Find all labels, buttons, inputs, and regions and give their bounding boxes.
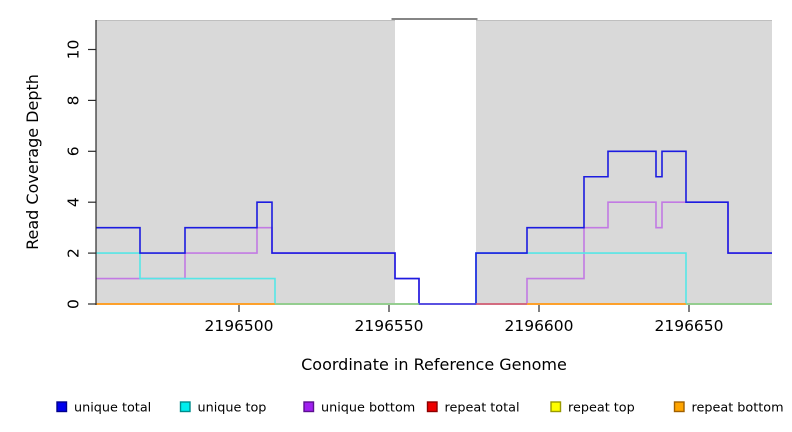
legend-label: repeat total: [445, 401, 520, 416]
axes: 0 2 4 6 8 10 2196500 2196550 2196600 2196650: [65, 20, 724, 335]
shaded-region: [476, 20, 772, 304]
y-tick-label: 6: [65, 146, 83, 156]
legend-swatch: [303, 401, 315, 413]
legend-swatch: [550, 401, 562, 413]
legend-item-unique-top: unique top: [179, 401, 267, 416]
x-tick-label: 2196600: [504, 317, 573, 335]
legend-swatch: [56, 401, 68, 413]
x-tick-label: 2196650: [654, 317, 723, 335]
shaded-background: [96, 18, 772, 304]
legend: unique total unique top unique bottom repea…: [56, 401, 784, 416]
legend-label: repeat bottom: [692, 401, 784, 416]
series-line-unique-bottom: [96, 201, 772, 305]
legend-item-unique-total: unique total: [56, 401, 151, 416]
legend-item-repeat-top: repeat top: [550, 401, 635, 416]
legend-label: unique total: [74, 401, 151, 416]
y-tick-label: 8: [65, 95, 83, 105]
x-tick-label: 2196550: [354, 317, 423, 335]
legend-item-repeat-total: repeat total: [426, 401, 520, 416]
legend-swatch: [426, 401, 438, 413]
legend-label: unique top: [198, 401, 267, 416]
shaded-region: [96, 20, 395, 304]
legend-swatch: [179, 401, 191, 413]
legend-item-unique-bottom: unique bottom: [303, 401, 415, 416]
legend-item-repeat-bottom: repeat bottom: [673, 401, 784, 416]
x-axis-title: Coordinate in Reference Genome: [301, 355, 567, 374]
series-line-unique-total: [96, 150, 772, 305]
y-axis-title: Read Coverage Depth: [23, 74, 42, 250]
legend-label: unique bottom: [321, 401, 415, 416]
legend-swatch: [673, 401, 685, 413]
y-tick-label: 10: [65, 40, 83, 60]
y-tick-label: 0: [65, 299, 83, 309]
x-tick-label: 2196500: [204, 317, 273, 335]
y-tick-label: 4: [65, 197, 83, 207]
y-tick-label: 2: [65, 248, 83, 258]
legend-label: repeat top: [568, 401, 635, 416]
